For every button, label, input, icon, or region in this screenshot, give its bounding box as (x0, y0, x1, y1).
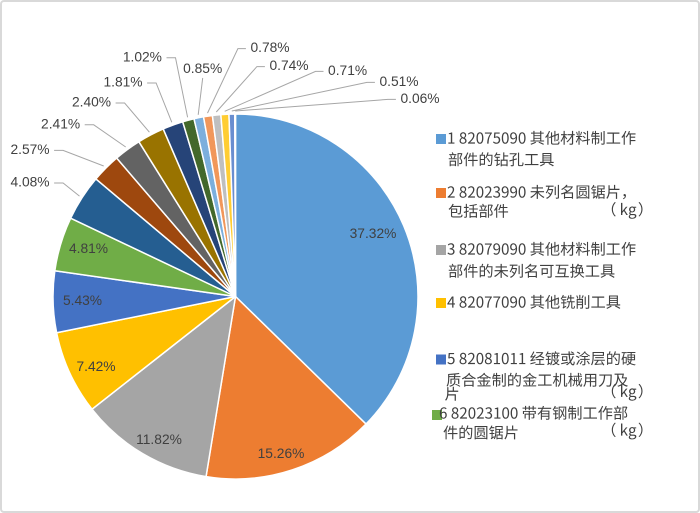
svg-text:5.43%: 5.43% (63, 293, 102, 308)
svg-text:15.26%: 15.26% (258, 446, 305, 461)
svg-text:2.57%: 2.57% (10, 142, 49, 157)
svg-text:0.85%: 0.85% (183, 61, 222, 76)
svg-text:1.02%: 1.02% (123, 49, 162, 64)
svg-text:4.08%: 4.08% (10, 175, 49, 190)
svg-text:0.71%: 0.71% (328, 63, 367, 78)
svg-text:0.78%: 0.78% (250, 40, 289, 55)
svg-text:11.82%: 11.82% (136, 432, 182, 447)
svg-text:4.81%: 4.81% (69, 241, 108, 256)
svg-text:0.51%: 0.51% (379, 74, 418, 89)
svg-text:0.06%: 0.06% (400, 91, 439, 106)
svg-text:2.41%: 2.41% (41, 116, 80, 131)
svg-text:37.32%: 37.32% (350, 226, 397, 241)
svg-text:0.74%: 0.74% (269, 58, 308, 73)
svg-text:1.81%: 1.81% (103, 75, 142, 90)
svg-text:7.42%: 7.42% (76, 359, 115, 374)
svg-text:2.40%: 2.40% (72, 95, 111, 110)
